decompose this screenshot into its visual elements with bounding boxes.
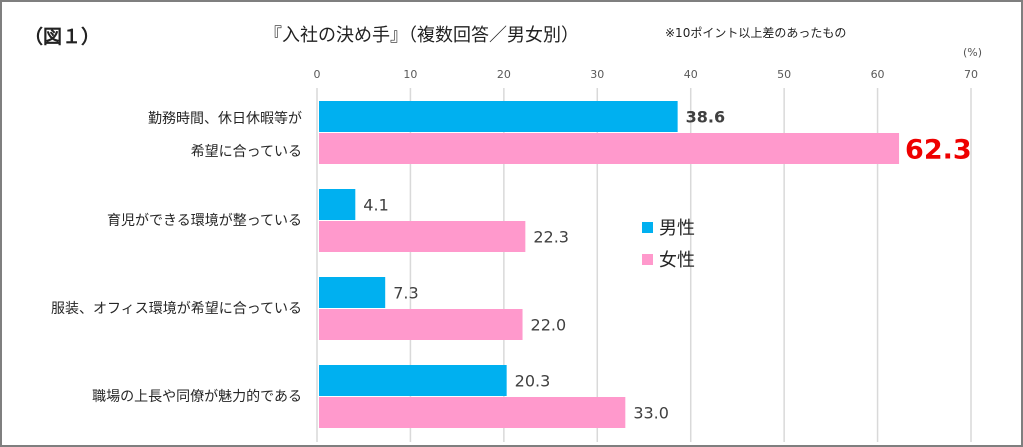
category-label: 育児ができる環境が整っている [107,213,302,229]
x-tick-label: 10 [403,68,417,81]
chart-title: 『入社の決め手』（複数回答／男女別） [264,25,579,46]
bar-male [319,277,386,308]
bar-female [319,309,523,340]
data-label: 22.3 [533,228,569,247]
bar-female [319,397,626,428]
x-tick-label: 0 [314,68,321,81]
x-tick-label: 70 [964,68,978,81]
category-label: 勤務時間、休日休暇等が [148,110,302,127]
figure-label: （図１） [24,26,101,48]
unit-label: (%) [963,46,983,59]
x-tick-label: 20 [497,68,511,81]
data-label: 4.1 [363,196,388,215]
x-tick-label: 30 [590,68,604,81]
bar-female [319,133,900,164]
category-label: 希望に合っている [191,144,302,160]
x-tick-label: 50 [777,68,791,81]
category-label: 服装、オフィス環境が希望に合っている [51,301,302,317]
category-label: 職場の上長や同僚が魅力的である [92,389,302,405]
legend-swatch [642,222,653,233]
data-label: 20.3 [515,372,551,391]
data-label: 38.6 [686,108,725,127]
x-tick-label: 60 [871,68,885,81]
legend-label: 男性 [659,218,695,239]
bar-male [319,189,356,220]
legend-label: 女性 [659,250,695,271]
data-label: 62.3 [905,135,972,166]
data-label: 7.3 [393,284,418,303]
chart-subtitle: ※10ポイント以上差のあったもの [665,26,847,40]
bar-male [319,101,678,132]
legend-swatch [642,254,653,265]
data-label: 33.0 [633,404,669,423]
bar-female [319,221,526,252]
data-label: 22.0 [531,316,567,335]
bar-male [319,365,507,396]
x-tick-label: 40 [684,68,698,81]
